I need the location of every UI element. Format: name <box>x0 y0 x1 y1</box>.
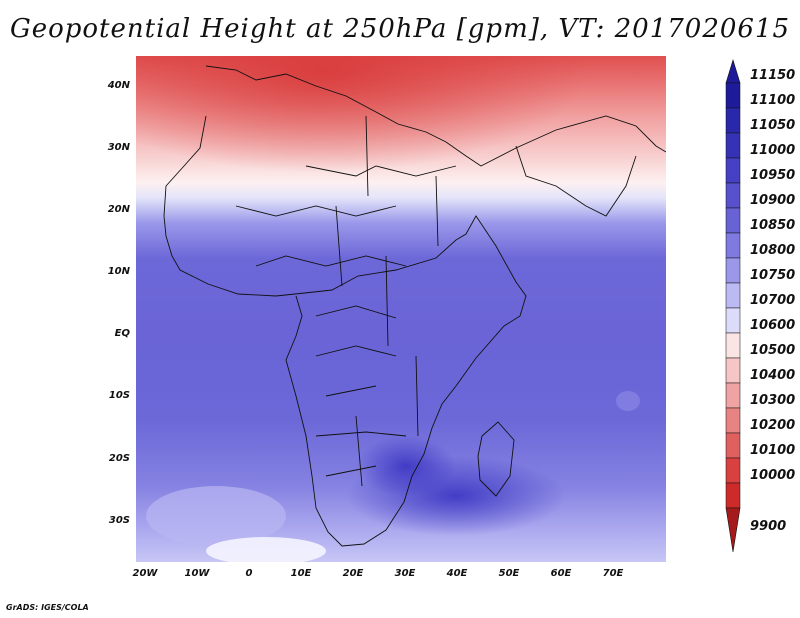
colorbar-label: 10100 <box>750 443 796 458</box>
colorbar-segment <box>725 182 741 209</box>
lat-label: 10N <box>107 266 130 277</box>
colorbar <box>725 58 741 553</box>
colorbar-segment <box>725 357 741 384</box>
colorbar-segment <box>725 457 741 484</box>
colorbar-segment <box>725 132 741 159</box>
lon-label: 70E <box>602 568 624 579</box>
coastlines <box>163 65 666 547</box>
colorbar-label: 10850 <box>750 218 796 233</box>
lat-label: 20N <box>107 204 130 215</box>
colorbar-segment <box>725 382 741 409</box>
lon-label: 0 <box>245 568 253 579</box>
colorbar-label: 10000 <box>750 468 796 483</box>
lat-label: 10S <box>108 390 130 401</box>
colorbar-label: 10950 <box>750 168 796 183</box>
colorbar-label: 10700 <box>750 293 796 308</box>
lon-label: 10E <box>290 568 312 579</box>
colorbar-segment <box>725 82 741 109</box>
colorbar-segment <box>725 232 741 259</box>
lat-label: 30N <box>107 142 130 153</box>
colorbar-segment <box>725 307 741 334</box>
colorbar-label: 10600 <box>750 318 796 333</box>
colorbar-label: 10900 <box>750 193 796 208</box>
colorbar-label: 10200 <box>750 418 796 433</box>
lon-label: 20E <box>342 568 364 579</box>
credit-text: GrADS: IGES/COLA <box>6 603 89 612</box>
lon-label: 60E <box>550 568 572 579</box>
colorbar-segment <box>725 482 741 509</box>
colorbar-label: 9900 <box>750 519 787 534</box>
colorbar-label: 11050 <box>750 118 796 133</box>
colorbar-label: 10400 <box>750 368 796 383</box>
lon-label: 20W <box>132 568 158 579</box>
lat-label: EQ <box>114 328 130 339</box>
colorbar-label: 10300 <box>750 393 796 408</box>
colorbar-segment <box>725 432 741 459</box>
colorbar-bottom-arrow <box>725 507 741 553</box>
lon-label: 40E <box>446 568 468 579</box>
chart-title: Geopotential Height at 250hPa [gpm], VT:… <box>9 14 791 44</box>
colorbar-segment <box>725 107 741 134</box>
colorbar-label: 11150 <box>750 68 796 83</box>
colorbar-segment <box>725 157 741 184</box>
lat-label: 30S <box>108 515 130 526</box>
colorbar-label: 11000 <box>750 143 796 158</box>
colorbar-segment <box>725 257 741 284</box>
colorbar-segment <box>725 207 741 234</box>
colorbar-label: 10750 <box>750 268 796 283</box>
lat-label: 40N <box>107 80 130 91</box>
colorbar-label: 10800 <box>750 243 796 258</box>
lon-label: 30E <box>394 568 416 579</box>
colorbar-segment <box>725 332 741 359</box>
colorbar-top-arrow <box>725 58 741 84</box>
geopotential-map <box>136 56 666 562</box>
colorbar-segment <box>725 407 741 434</box>
lat-label: 20S <box>108 453 130 464</box>
lon-label: 10W <box>184 568 210 579</box>
colorbar-segment <box>725 282 741 309</box>
lon-label: 50E <box>498 568 520 579</box>
colorbar-label: 10500 <box>750 343 796 358</box>
colorbar-label: 11100 <box>750 93 796 108</box>
